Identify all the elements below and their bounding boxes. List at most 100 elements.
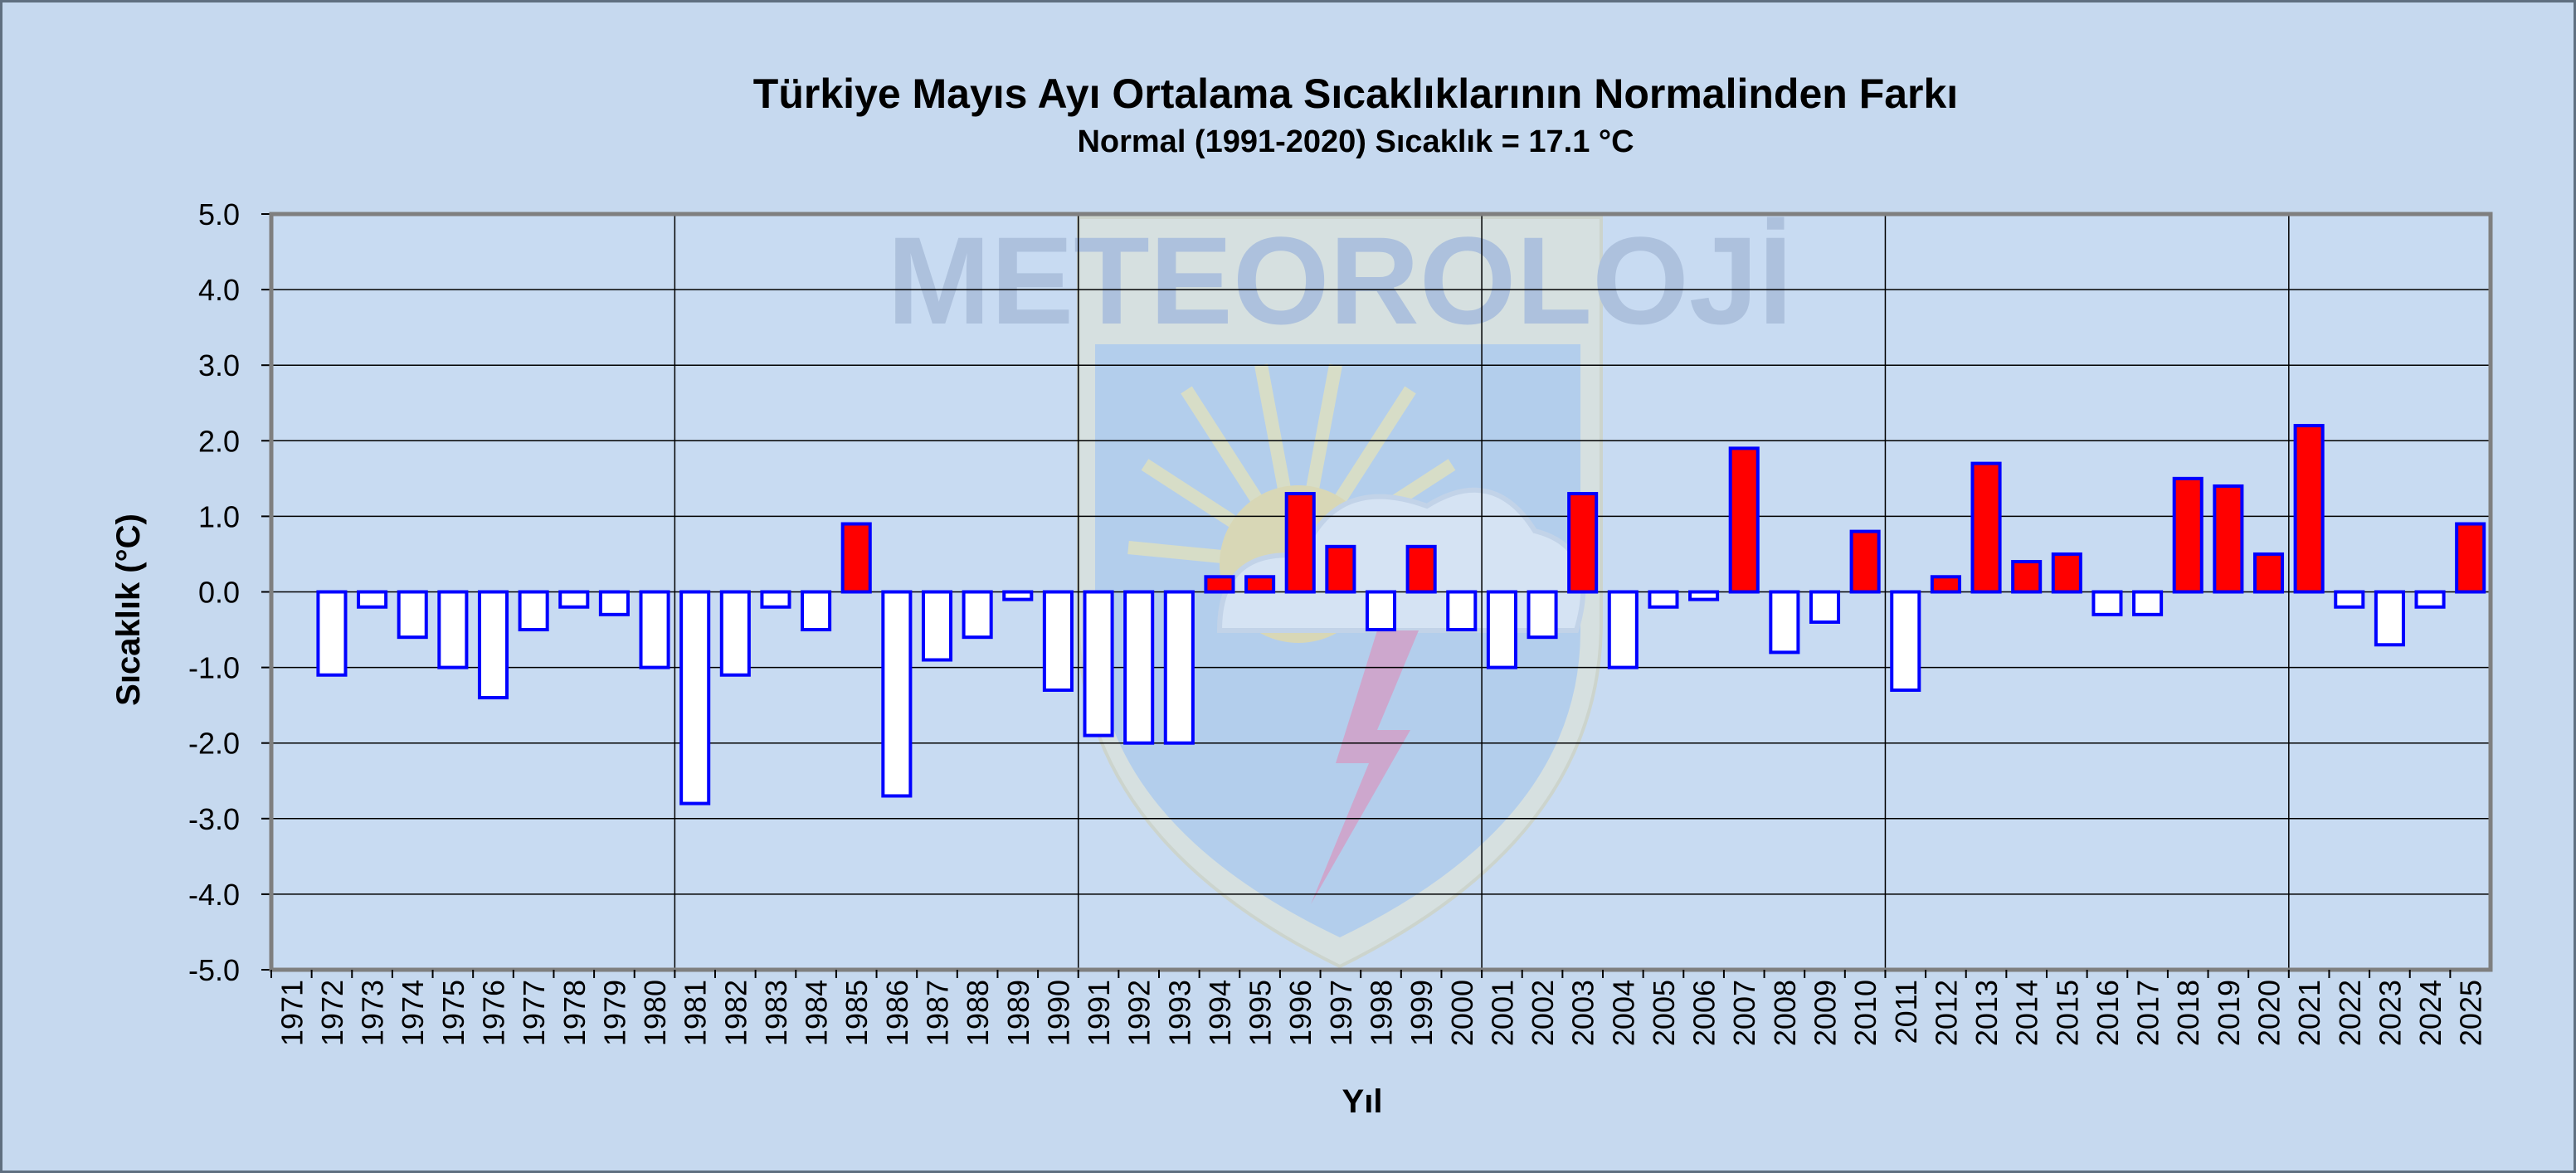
x-tick-label: 1978 (558, 980, 592, 1046)
y-tick-label: -1.0 (188, 651, 240, 685)
bar-1974 (397, 590, 428, 640)
bar-2011 (1890, 590, 1921, 692)
x-tick-label: 2011 (1889, 980, 1923, 1044)
meteoroloji-logo-watermark: METEOROLOJİ (887, 211, 1793, 969)
y-tick-label: -4.0 (188, 878, 240, 912)
vertical-gridlines (674, 214, 2290, 970)
x-tick-label: 1972 (315, 980, 349, 1046)
bar-1996 (1284, 492, 1316, 594)
x-tick-label: 1985 (840, 980, 874, 1046)
x-tick-label: 1998 (1365, 980, 1399, 1046)
bar-2012 (1930, 575, 1961, 594)
bar-1992 (1123, 590, 1155, 745)
x-tick-label: 2016 (2091, 980, 2125, 1046)
bar-1999 (1405, 544, 1437, 594)
bar-2009 (1809, 590, 1841, 624)
bar-2002 (1527, 590, 1558, 640)
y-tick-label: 3.0 (198, 348, 240, 382)
x-tick-label: 1991 (1082, 980, 1116, 1046)
x-axis-label: Yıl (1342, 1083, 1383, 1120)
bar-1979 (598, 590, 630, 616)
chart-title: Türkiye Mayıs Ayı Ortalama Sıcaklıkların… (753, 71, 1958, 117)
x-tick-label: 2006 (1687, 980, 1721, 1046)
x-tick-label: 1987 (921, 980, 955, 1046)
bar-2025 (2455, 522, 2486, 594)
bar-series (316, 424, 2486, 806)
x-tick-label: 2005 (1647, 980, 1681, 1046)
bar-1972 (316, 590, 348, 677)
y-tick-label: 1.0 (198, 499, 240, 533)
bar-1975 (437, 590, 469, 669)
bar-2005 (1648, 590, 1679, 609)
x-tick-label: 2014 (2010, 980, 2044, 1046)
x-tick-label: 1977 (517, 980, 551, 1046)
y-tick-label: -2.0 (188, 727, 240, 761)
x-tick-label: 1990 (1041, 980, 1075, 1046)
x-tick-label: 2008 (1768, 980, 1802, 1046)
bar-1998 (1365, 590, 1397, 632)
bar-1991 (1083, 590, 1114, 737)
y-tick-label: 2.0 (198, 424, 240, 458)
bar-2019 (2213, 484, 2244, 594)
bar-2023 (2374, 590, 2405, 647)
x-tick-label: 1976 (477, 980, 511, 1046)
x-tick-label: 1996 (1283, 980, 1317, 1046)
bar-1988 (962, 590, 993, 640)
x-tick-label: 1984 (800, 980, 834, 1046)
bar-1987 (921, 590, 953, 662)
x-tick-label: 2022 (2333, 980, 2367, 1046)
chart-subtitle: Normal (1991-2020) Sıcaklık = 17.1 °C (1077, 124, 1634, 159)
x-tick-label: 1999 (1405, 980, 1439, 1046)
y-tick-label: -3.0 (188, 802, 240, 836)
bar-2004 (1607, 590, 1639, 669)
x-tick-label: 1979 (597, 980, 631, 1046)
bar-1984 (801, 590, 832, 632)
x-tick-label: 1993 (1162, 980, 1196, 1046)
x-tick-label: 1982 (718, 980, 752, 1046)
x-tick-label: 1988 (961, 980, 995, 1046)
bar-2007 (1728, 446, 1760, 594)
bar-1994 (1204, 575, 1235, 594)
bar-1995 (1244, 575, 1276, 594)
bar-2017 (2132, 590, 2164, 616)
bar-1989 (1002, 590, 1034, 601)
x-tick-label: 2009 (1809, 980, 1843, 1046)
bar-1976 (477, 590, 509, 700)
y-axis-tick-labels: 5.0 4.0 3.0 2.0 1.0 0.0 -1.0 -2.0 -3.0 -4.0 -5.0 (188, 197, 240, 987)
x-tick-label: 2013 (1970, 980, 2004, 1046)
x-tick-label: 1997 (1324, 980, 1358, 1046)
y-tick-label: -5.0 (188, 953, 240, 987)
x-tick-label: 1971 (275, 980, 309, 1046)
x-tick-label: 1989 (1001, 980, 1035, 1046)
bar-2010 (1849, 529, 1881, 594)
bar-2006 (1688, 590, 1720, 601)
x-tick-label: 1983 (759, 980, 793, 1046)
x-tick-label: 2003 (1566, 980, 1600, 1046)
bar-1983 (760, 590, 791, 609)
bar-2024 (2414, 590, 2446, 609)
x-tick-label: 2019 (2212, 980, 2246, 1046)
bar-1973 (357, 590, 388, 609)
bar-2013 (1970, 461, 2002, 594)
x-tick-label: 2023 (2373, 980, 2407, 1046)
x-tick-label: 1980 (638, 980, 672, 1046)
x-tick-label: 1992 (1122, 980, 1157, 1046)
bar-2021 (2293, 424, 2325, 594)
bar-2016 (2091, 590, 2123, 616)
x-tick-label: 1986 (880, 980, 914, 1046)
y-tick-label: 0.0 (198, 576, 240, 610)
x-tick-label: 2025 (2454, 980, 2488, 1046)
x-tick-label: 2007 (1727, 980, 1761, 1046)
x-tick-label: 1994 (1203, 980, 1237, 1046)
bar-2020 (2252, 552, 2285, 594)
bar-1986 (881, 590, 913, 798)
x-axis-tick-labels: 1971 1972 1973 1974 1975 1976 1977 1978 1979 1980… (270, 970, 2488, 1046)
x-tick-label: 2015 (2050, 980, 2084, 1046)
bar-2014 (2011, 560, 2043, 594)
plot-border (269, 212, 2493, 972)
bar-1982 (719, 590, 751, 677)
x-tick-label: 1974 (396, 980, 430, 1046)
x-tick-label: 2021 (2292, 980, 2326, 1046)
x-tick-label: 2018 (2171, 980, 2205, 1046)
